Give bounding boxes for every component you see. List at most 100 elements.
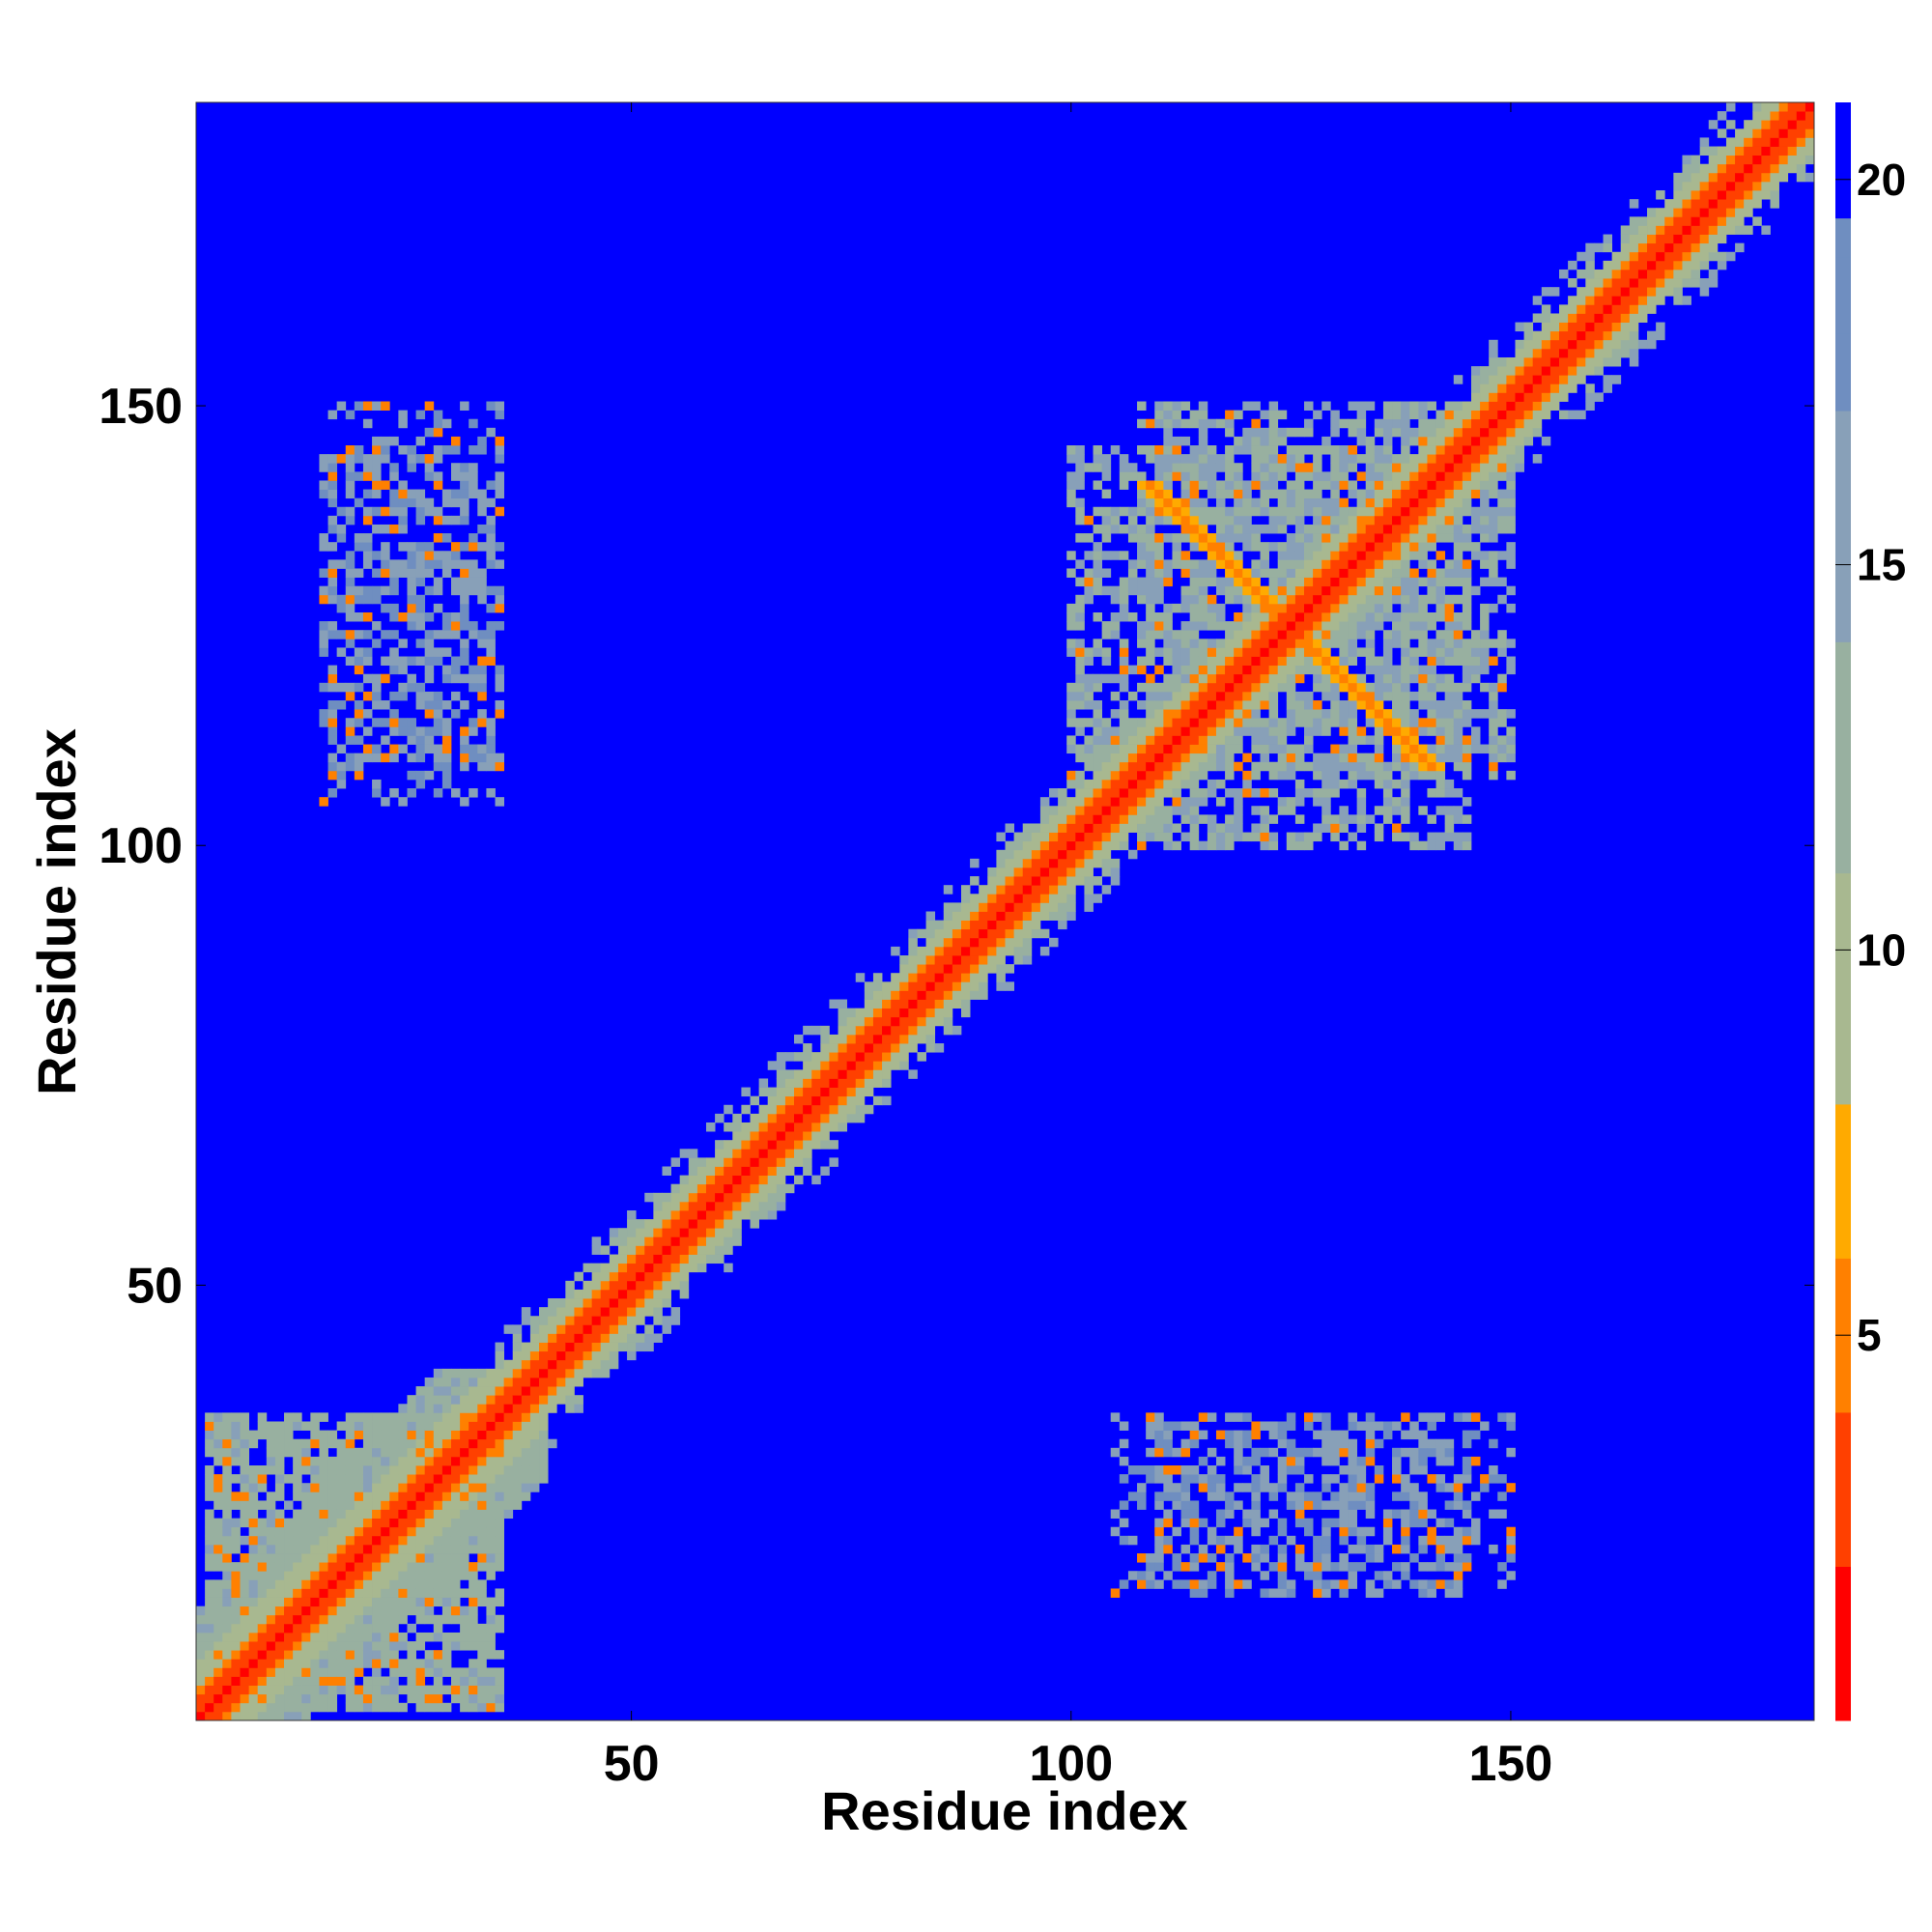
- heatmap-cell: [934, 937, 945, 948]
- heatmap-cell: [486, 401, 496, 412]
- heatmap-cell: [1146, 753, 1155, 763]
- heatmap-cell: [354, 1702, 364, 1713]
- heatmap-cell: [1470, 480, 1481, 490]
- heatmap-cell: [460, 647, 469, 657]
- heatmap-cell: [407, 1623, 416, 1634]
- heatmap-cell: [319, 1492, 328, 1501]
- heatmap-cell: [1462, 436, 1472, 446]
- heatmap-cell: [441, 489, 452, 499]
- heatmap-cell: [529, 1474, 540, 1484]
- heatmap-cell: [1294, 497, 1305, 508]
- heatmap-cell: [196, 1702, 206, 1713]
- heatmap-cell: [450, 1456, 461, 1466]
- heatmap-cell: [1294, 542, 1305, 552]
- heatmap-cell: [882, 990, 892, 1000]
- heatmap-cell: [1427, 611, 1436, 622]
- heatmap-cell: [1146, 744, 1155, 754]
- heatmap-cell: [240, 1685, 250, 1695]
- heatmap-cell: [1234, 814, 1243, 824]
- heatmap-cell: [213, 1614, 223, 1625]
- heatmap-cell: [784, 1052, 795, 1062]
- heatmap-cell: [1392, 427, 1402, 438]
- heatmap-cell: [310, 1438, 320, 1449]
- heatmap-cell: [415, 1492, 426, 1501]
- heatmap-cell: [1251, 480, 1261, 490]
- heatmap-cell: [1348, 445, 1358, 455]
- heatmap-cell: [1172, 454, 1181, 464]
- heatmap-cell: [1242, 832, 1252, 842]
- heatmap-cell: [724, 1210, 733, 1220]
- heatmap-cell: [1470, 709, 1481, 719]
- heatmap-cell: [1277, 1579, 1288, 1589]
- heatmap-cell: [284, 1693, 294, 1704]
- heatmap-cell: [1075, 594, 1085, 605]
- heatmap-cell: [372, 585, 382, 596]
- heatmap-cell: [1146, 1447, 1155, 1458]
- heatmap-cell: [293, 1465, 302, 1475]
- heatmap-cell: [1401, 1430, 1410, 1440]
- heatmap-cell: [512, 1324, 523, 1334]
- heatmap-cell: [838, 1016, 848, 1027]
- heatmap-cell: [1242, 506, 1252, 517]
- heatmap-cell: [1480, 410, 1490, 420]
- heatmap-cell: [1066, 489, 1076, 499]
- heatmap-cell: [1189, 1465, 1200, 1475]
- heatmap-cell: [1480, 480, 1490, 490]
- heatmap-cell: [1321, 524, 1331, 534]
- heatmap-cell: [441, 1386, 452, 1396]
- heatmap-cell: [1066, 867, 1076, 877]
- heatmap-cell: [1365, 506, 1376, 517]
- heatmap-cell: [1365, 559, 1376, 569]
- heatmap-cell: [372, 1421, 382, 1431]
- heatmap-cell: [1444, 1447, 1455, 1458]
- heatmap-cell: [1480, 436, 1490, 446]
- heatmap-cell: [1286, 832, 1296, 842]
- heatmap-cell: [1234, 1465, 1243, 1475]
- heatmap-cell: [1101, 735, 1112, 745]
- heatmap-cell: [803, 1087, 812, 1097]
- heatmap-cell: [917, 928, 926, 939]
- heatmap-cell: [1234, 1535, 1243, 1546]
- heatmap-cell: [1286, 639, 1296, 648]
- heatmap-cell: [1198, 427, 1208, 438]
- heatmap-cell: [1189, 515, 1200, 526]
- heatmap-cell: [460, 700, 469, 710]
- heatmap-cell: [319, 585, 328, 596]
- heatmap-cell: [1294, 1456, 1305, 1466]
- heatmap-cell: [1180, 1438, 1191, 1449]
- heatmap-cell: [407, 585, 416, 596]
- heatmap-cell: [1215, 480, 1226, 490]
- heatmap-cell: [705, 1122, 716, 1132]
- heatmap-cell: [846, 1061, 857, 1070]
- heatmap-cell: [1470, 436, 1481, 446]
- heatmap-cell: [231, 1421, 241, 1431]
- heatmap-cell: [441, 1632, 452, 1642]
- heatmap-cell: [925, 1016, 936, 1027]
- heatmap-cell: [1163, 1438, 1173, 1449]
- heatmap-cell: [336, 1483, 347, 1492]
- heatmap-cell: [1154, 594, 1164, 605]
- heatmap-cell: [372, 1659, 382, 1668]
- heatmap-cell: [1137, 418, 1147, 429]
- heatmap-cell: [1198, 788, 1208, 798]
- heatmap-cell: [424, 1518, 435, 1528]
- heatmap-cell: [1409, 718, 1419, 727]
- heatmap-cell: [381, 1562, 390, 1572]
- heatmap-cell: [1330, 691, 1340, 701]
- heatmap-cell: [1146, 1412, 1155, 1422]
- heatmap-cell: [1427, 401, 1436, 412]
- heatmap-cell: [1154, 463, 1164, 472]
- heatmap-cell: [310, 1518, 320, 1528]
- heatmap-cell: [1286, 1588, 1296, 1598]
- heatmap-cell: [705, 1236, 716, 1246]
- heatmap-cell: [872, 1025, 883, 1036]
- heatmap-cell: [1084, 840, 1094, 851]
- heatmap-cell: [424, 401, 435, 412]
- heatmap-cell: [415, 1605, 426, 1616]
- heatmap-cell: [1409, 1492, 1419, 1501]
- heatmap-cell: [1242, 1509, 1252, 1520]
- heatmap-cell: [257, 1571, 268, 1580]
- heatmap-cell: [1418, 761, 1428, 772]
- heatmap-cell: [231, 1535, 241, 1546]
- heatmap-cell: [1348, 639, 1358, 648]
